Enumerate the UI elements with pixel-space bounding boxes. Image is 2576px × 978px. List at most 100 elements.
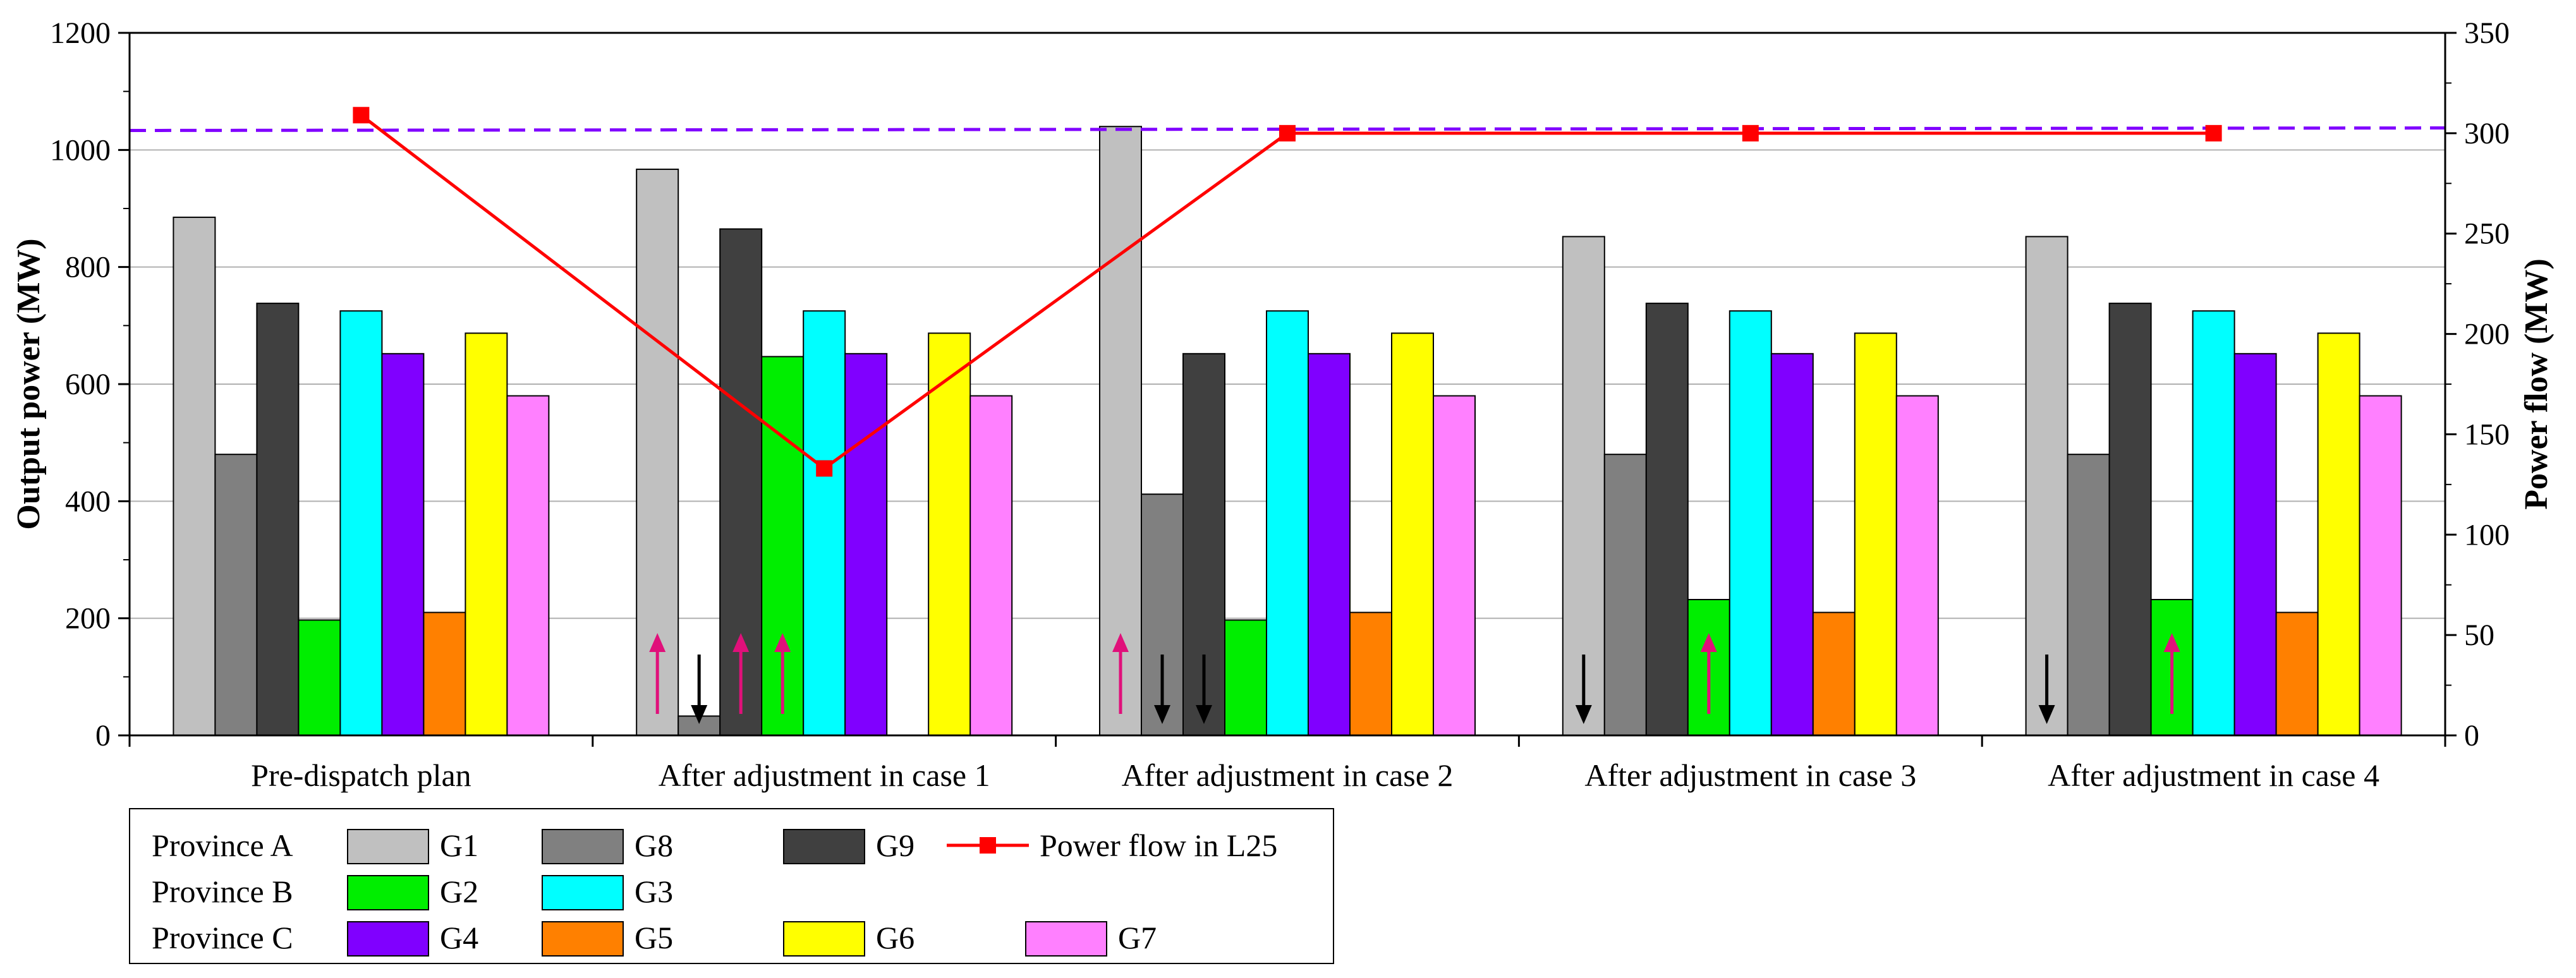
legend-swatch-g6 [783, 921, 865, 957]
y-axis-right: 0 50 100 150 200 250 300 350 [2445, 16, 2510, 752]
bar-g9 [2108, 303, 2152, 736]
arrow-up [1700, 633, 1717, 714]
arrow-head [1575, 705, 1592, 724]
y-axis-left: 0 200 400 600 800 1000 1200 [50, 16, 130, 752]
y-tick-label: 1200 [50, 16, 111, 50]
bar-g5 [1812, 612, 1856, 737]
arrow-up [649, 633, 666, 714]
limit-line [129, 126, 2446, 133]
bar-g8 [2067, 454, 2110, 736]
x-axis: Pre-dispatch plan After adjustment in cas… [128, 735, 2446, 793]
power-flow-marker [816, 460, 833, 477]
bar-g5 [423, 612, 466, 737]
bar-g7 [1433, 395, 1476, 736]
arrow-head [649, 633, 666, 652]
bar-g7 [506, 395, 550, 736]
arrow-head [1196, 705, 1212, 724]
bar-g2 [298, 619, 341, 736]
y2-tick-label: 100 [2464, 518, 2510, 552]
arrow-head [732, 633, 750, 652]
bar-g6 [2317, 332, 2360, 736]
legend-label-g9: G9 [876, 828, 914, 863]
arrow-down [1575, 655, 1592, 724]
arrow-down [691, 655, 708, 724]
arrow-up [732, 633, 750, 714]
arrow-head [2163, 633, 2180, 652]
bar-g4 [844, 353, 888, 736]
legend: Province A Province B Province C G1 G8 G… [129, 808, 1334, 964]
arrow-head [1700, 633, 1717, 652]
bar-g4 [1308, 353, 1351, 736]
legend-marker-power-flow [980, 837, 996, 854]
legend-swatch-g8 [542, 829, 624, 864]
legend-label-g1: G1 [440, 828, 478, 863]
bar-g9 [719, 228, 763, 736]
arrow-head [2038, 705, 2055, 724]
y2-axis-title: Power flow (MW) [2518, 258, 2555, 510]
bar-g1 [1562, 236, 1605, 737]
arrow-head [1112, 633, 1129, 652]
power-flow-markers [353, 107, 2222, 477]
bar-g9 [256, 303, 300, 736]
legend-label-g7: G7 [1118, 920, 1157, 955]
legend-swatch-g5 [542, 921, 624, 957]
y-axis-title: Output power (MW) [11, 238, 47, 529]
legend-row-label: Province B [152, 874, 293, 909]
power-flow-marker [1279, 124, 1296, 142]
y2-tick-label: 350 [2464, 16, 2510, 50]
bar-g6 [465, 332, 508, 736]
arrow-head [691, 705, 708, 724]
bar-g1 [173, 216, 216, 736]
bar-g7 [1895, 395, 1939, 736]
bar-g4 [2233, 353, 2277, 736]
legend-row-label: Province A [152, 828, 293, 863]
bar-g4 [381, 353, 425, 736]
bar-g6 [928, 332, 971, 736]
bar-g7 [969, 395, 1013, 736]
arrow-head [774, 633, 791, 652]
arrow-down [1154, 655, 1170, 724]
arrow-up [2163, 633, 2180, 714]
legend-swatch-g9 [783, 829, 865, 864]
bar-g4 [1770, 353, 1814, 736]
y-tick-label: 400 [65, 485, 111, 518]
bar-g8 [214, 454, 258, 736]
bar-g6 [1854, 332, 1897, 736]
bar-g5 [1349, 612, 1392, 737]
arrow-down [2038, 655, 2055, 724]
bar-g3 [1728, 310, 1772, 736]
y2-tick-label: 250 [2464, 217, 2510, 251]
legend-label-power-flow: Power flow in L25 [1040, 828, 1277, 863]
power-flow-marker [2205, 124, 2222, 142]
bar-g5 [2275, 612, 2319, 737]
legend-label-g3: G3 [635, 874, 673, 909]
y2-tick-label: 150 [2464, 418, 2510, 451]
y-axis-minor-ticks [123, 82, 2451, 686]
arrow-head [1154, 705, 1170, 724]
legend-swatch-g2 [347, 875, 429, 910]
bar-g3 [803, 310, 846, 736]
legend-label-g6: G6 [876, 920, 914, 955]
bar-g8 [1603, 454, 1647, 736]
y2-tick-label: 50 [2464, 619, 2494, 652]
y-tick-label: 0 [95, 719, 111, 752]
arrow-down [1196, 655, 1212, 724]
y2-tick-label: 200 [2464, 318, 2510, 351]
legend-swatch-g7 [1025, 921, 1107, 957]
x-category-label: After adjustment in case 3 [1584, 758, 1916, 793]
legend-row-label: Province C [152, 920, 293, 955]
y-tick-label: 200 [65, 602, 111, 636]
legend-label-g8: G8 [635, 828, 673, 863]
arrow-up [1112, 633, 1129, 714]
bar-g2 [1224, 619, 1267, 736]
legend-label-g5: G5 [635, 920, 673, 955]
y-tick-label: 600 [65, 368, 111, 401]
bar-g3 [339, 310, 383, 736]
legend-swatch-g3 [542, 875, 624, 910]
bar-g3 [1266, 310, 1309, 736]
bar-g1 [2025, 236, 2069, 737]
power-flow-marker [1742, 124, 1759, 142]
x-category-label: After adjustment in case 4 [2048, 758, 2379, 793]
bar-g3 [2192, 310, 2235, 736]
